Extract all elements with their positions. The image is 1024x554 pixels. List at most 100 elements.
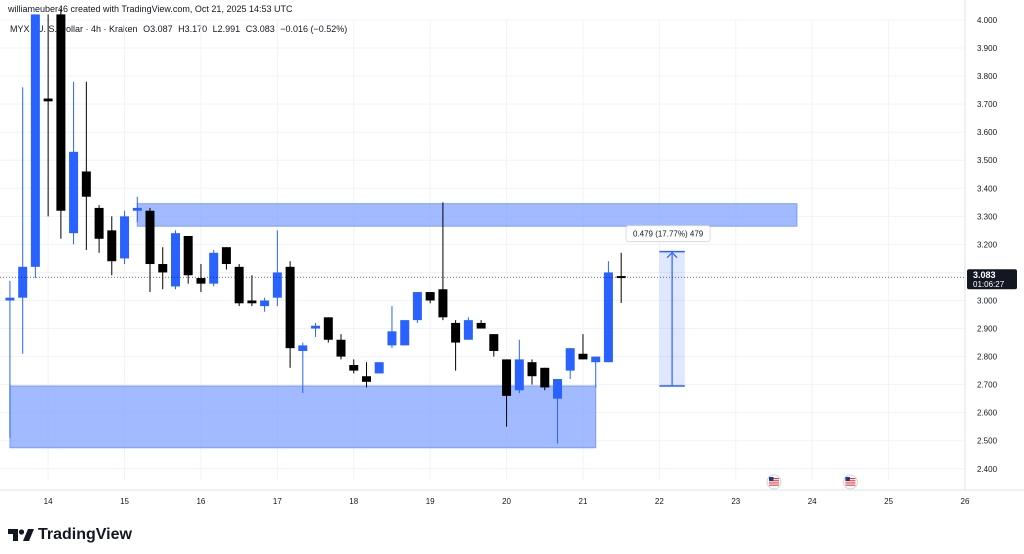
x-tick-label: 26 xyxy=(961,497,970,506)
candle-body xyxy=(476,322,486,329)
candle-body xyxy=(489,334,499,351)
legend-symbol[interactable]: MYX / U. S. Dollar · 4h · Kraken xyxy=(10,24,138,34)
us-flag-icon xyxy=(842,474,858,490)
measure-label-box xyxy=(625,225,711,243)
tradingview-footer: TradingView xyxy=(8,526,132,544)
x-tick-label: 25 xyxy=(884,497,893,506)
y-tick-label: 4.000 xyxy=(977,16,998,25)
tradingview-logo-icon xyxy=(8,527,34,543)
y-tick-label: 3.900 xyxy=(977,44,998,53)
candle-body xyxy=(81,171,91,197)
zones-layer xyxy=(9,203,798,449)
legend-open: O3.087 xyxy=(143,24,173,34)
candle-body xyxy=(514,359,524,391)
candle-body xyxy=(374,362,384,374)
candle-body xyxy=(209,252,219,284)
candle-body xyxy=(132,207,142,211)
candle-body xyxy=(260,300,270,307)
candle-body xyxy=(578,353,588,360)
legend-change: −0.016 (−0.52%) xyxy=(280,24,348,34)
x-tick-label: 17 xyxy=(273,497,282,506)
legend-low: L2.991 xyxy=(212,24,241,34)
y-tick-label: 3.200 xyxy=(977,240,998,249)
candle-body xyxy=(387,331,397,346)
measure-label: 0.479 (17.77%) 479 xyxy=(633,230,704,239)
candle-body xyxy=(196,278,206,284)
y-tick-label: 3.600 xyxy=(977,128,998,137)
demand-zone xyxy=(9,385,597,449)
candles-layer xyxy=(5,8,626,444)
measure-arrow-head xyxy=(666,251,678,259)
x-tick-label: 19 xyxy=(426,497,435,506)
bar-countdown-label: 01:06:27 xyxy=(973,280,1005,289)
chart-header: williameuber46 created with TradingView.… xyxy=(8,4,293,14)
candle-body xyxy=(158,264,168,273)
candle-body xyxy=(234,266,244,304)
flag-stripe xyxy=(845,480,856,482)
x-tick-label: 18 xyxy=(349,497,358,506)
current-price-label: 3.083 xyxy=(973,270,996,280)
x-tick-label: 22 xyxy=(655,497,664,506)
y-tick-label: 3.700 xyxy=(977,100,998,109)
x-tick-label: 24 xyxy=(808,497,817,506)
candle-body xyxy=(221,247,231,265)
candle-body xyxy=(323,317,333,340)
symbol-legend: MYX / U. S. Dollar · 4h · Kraken O3.087 … xyxy=(10,24,350,34)
candle-body xyxy=(171,233,181,287)
candle-body xyxy=(56,14,66,211)
measure-tool: 0.479 (17.77%) 479 xyxy=(625,225,711,387)
candle-body xyxy=(107,230,117,262)
candle-body xyxy=(69,151,79,234)
y-tick-label: 2.900 xyxy=(977,325,998,334)
x-tick-label: 23 xyxy=(731,497,740,506)
candle-body xyxy=(349,365,359,371)
candle-body xyxy=(502,359,512,396)
candle-body xyxy=(591,356,601,363)
candle-body xyxy=(553,379,563,399)
candle-body xyxy=(145,210,155,265)
tradingview-brand: TradingView xyxy=(38,526,132,543)
candle-body xyxy=(285,266,295,349)
flag-canton xyxy=(845,477,850,481)
event-markers-layer xyxy=(766,474,858,490)
candle-body xyxy=(362,376,372,382)
candle-body xyxy=(412,292,422,321)
y-tick-label: 3.400 xyxy=(977,184,998,193)
flag-stripe xyxy=(768,480,779,482)
candle-body xyxy=(18,266,28,298)
y-tick-label: 2.700 xyxy=(977,381,998,390)
candle-body xyxy=(438,289,448,318)
current-price-box xyxy=(967,269,1017,290)
y-tick-label: 2.800 xyxy=(977,353,998,362)
y-tick-label: 3.000 xyxy=(977,296,998,305)
x-tick-label: 21 xyxy=(579,497,588,506)
flag-stripe xyxy=(768,482,779,484)
y-tick-label: 3.800 xyxy=(977,72,998,81)
candle-body xyxy=(425,292,435,301)
y-tick-label: 2.400 xyxy=(977,465,998,474)
candle-body xyxy=(451,322,461,343)
candle-body xyxy=(540,367,550,388)
flag-stripe xyxy=(845,482,856,484)
y-tick-label: 3.300 xyxy=(977,212,998,221)
y-tick-label: 2.500 xyxy=(977,437,998,446)
candle-body xyxy=(120,216,130,259)
flag-stripe xyxy=(768,484,779,486)
axes-layer: 4.000 3.900 3.800 3.700 3.600 3.500 3.400 3.300… xyxy=(0,0,1024,506)
candle-body xyxy=(311,325,321,329)
candle-body xyxy=(247,300,257,304)
flag-stripe xyxy=(845,484,856,486)
y-tick-label: 2.600 xyxy=(977,409,998,418)
flag-stripe xyxy=(768,478,779,480)
candle-body xyxy=(603,272,613,363)
candle-body xyxy=(30,14,40,267)
candle-body xyxy=(183,235,193,276)
candle-body xyxy=(565,348,575,371)
candle-body xyxy=(272,272,282,298)
x-tick-label: 20 xyxy=(502,497,511,506)
candle-body xyxy=(94,207,104,239)
candle-body xyxy=(336,339,346,357)
candle-body xyxy=(5,297,15,301)
y-tick-label: 3.500 xyxy=(977,156,998,165)
